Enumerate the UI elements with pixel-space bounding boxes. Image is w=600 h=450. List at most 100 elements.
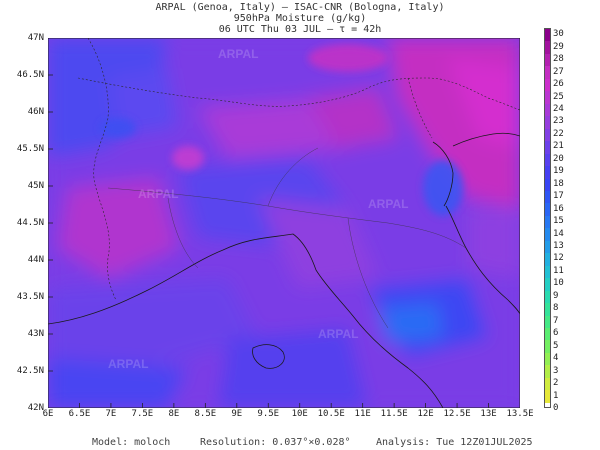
colorbar-step (545, 228, 550, 242)
colorbar-step (545, 215, 550, 229)
lon-tick-label: 12E (417, 409, 434, 419)
watermark-text: ARPAL (368, 197, 408, 211)
colorbar-tick-label: 30 (553, 29, 564, 40)
colorbar-step (545, 265, 550, 279)
colorbar-tick-label: 21 (553, 141, 564, 152)
borders (77, 38, 520, 301)
colorbar-step (545, 66, 550, 80)
colorbar-tick-label: 7 (553, 315, 559, 326)
lon-tick-label: 8.5E (194, 409, 217, 419)
colorbar (544, 28, 551, 408)
lat-tick-label: 47N (27, 33, 44, 43)
colorbar-tick-label: 14 (553, 228, 564, 239)
colorbar-step (545, 290, 550, 304)
colorbar-tick-label: 19 (553, 166, 564, 177)
colorbar-tick-label: 9 (553, 290, 559, 301)
lat-tick-label: 45N (27, 181, 44, 191)
watermark-text: ARPAL (108, 357, 148, 371)
colorbar-tick-label: 22 (553, 128, 564, 139)
colorbar-step (545, 328, 550, 341)
colorbar-tick-label: 16 (553, 203, 564, 214)
colorbar-tick-label: 8 (553, 303, 559, 314)
colorbar-tick-label: 17 (553, 191, 564, 202)
lon-tick-label: 9E (231, 409, 243, 419)
watermark-text: ARPAL (138, 187, 178, 201)
colorbar-step (545, 303, 550, 317)
header-valid-time: 06 UTC Thu 03 JUL — τ = 42h (218, 24, 382, 35)
lon-tick-label: 7E (105, 409, 117, 419)
colorbar-tick-label: 29 (553, 41, 564, 52)
colorbar-tick-label: 27 (553, 66, 564, 77)
footer-model: Model: moloch (92, 437, 171, 448)
lat-tick-label: 46N (27, 107, 44, 117)
lat-tick-label: 42N (27, 403, 44, 413)
colorbar-step (545, 41, 550, 55)
colorbar-step (545, 78, 550, 92)
colorbar-tick-label: 6 (553, 328, 559, 339)
lat-tick-label: 43.5N (16, 292, 44, 302)
coastlines (48, 132, 520, 408)
header-variable: 950hPa Moisture (g/kg) (233, 13, 367, 24)
colorbar-step (545, 390, 550, 404)
lon-tick-label: 10E (291, 409, 308, 419)
lon-tick-label: 12.5E (443, 409, 471, 419)
colorbar-tick-label: 4 (553, 353, 559, 364)
lat-tick-label: 44.5N (16, 218, 44, 228)
colorbar-step (545, 278, 550, 292)
colorbar-step (545, 352, 550, 366)
watermark-text: ARPAL (218, 47, 258, 61)
colorbar-tick-label: 25 (553, 91, 564, 102)
lon-tick-label: 11E (354, 409, 371, 419)
footer-resolution: Resolution: 0.037°×0.028° (200, 437, 351, 448)
lat-tick-label: 45.5N (16, 144, 44, 154)
lon-tick-label: 7.5E (131, 409, 154, 419)
colorbar-tick-label: 1 (553, 390, 559, 401)
colorbar-tick-label: 3 (553, 365, 559, 376)
colorbar-tick-label: 20 (553, 153, 564, 164)
colorbar-tick-label: 28 (553, 54, 564, 65)
colorbar-step (545, 203, 550, 217)
colorbar-step (545, 53, 550, 67)
lat-tick-label: 42.5N (16, 366, 44, 376)
colorbar-step (545, 190, 550, 204)
colorbar-step (545, 116, 550, 130)
lon-tick-label: 9.5E (257, 409, 280, 419)
colorbar-step (545, 29, 550, 42)
regional-boundaries (107, 147, 467, 329)
colorbar-tick-label: 18 (553, 178, 564, 189)
lon-tick-label: 6E (42, 409, 54, 419)
colorbar-tick-label: 15 (553, 216, 564, 227)
colorbar-step (545, 166, 550, 179)
colorbar-step (545, 365, 550, 379)
colorbar-tick-label: 11 (553, 265, 564, 276)
colorbar-step (545, 377, 550, 391)
lon-tick-label: 8E (168, 409, 180, 419)
colorbar-tick-label: 0 (553, 403, 559, 413)
lat-tick-label: 46.5N (16, 70, 44, 80)
lon-tick-label: 10.5E (317, 409, 345, 419)
colorbar-step (545, 340, 550, 354)
moisture-map: ARPAL ARPAL ARPAL ARPAL ARPAL (48, 38, 520, 408)
colorbar-tick-label: 24 (553, 103, 564, 114)
colorbar-tick-label: 5 (553, 340, 559, 351)
lat-tick-label: 44N (27, 255, 44, 265)
colorbar-step (545, 153, 550, 167)
colorbar-tick-label: 13 (553, 241, 564, 252)
colorbar-step (545, 103, 550, 117)
lon-tick-label: 13E (480, 409, 497, 419)
colorbar-step (545, 178, 550, 192)
moisture-field (48, 38, 520, 408)
lon-tick-label: 6.5E (68, 409, 91, 419)
lon-tick-label: 11.5E (380, 409, 408, 419)
header-source: ARPAL (Genoa, Italy) — ISAC-CNR (Bologna… (155, 2, 445, 13)
lat-tick-label: 43N (27, 329, 44, 339)
colorbar-step (545, 253, 550, 267)
lon-tick-label: 13.5E (506, 409, 534, 419)
colorbar-tick-label: 10 (553, 278, 564, 289)
colorbar-step (545, 141, 550, 155)
footer-analysis: Analysis: Tue 12Z01JUL2025 (376, 437, 533, 448)
colorbar-tick-label: 12 (553, 253, 564, 264)
colorbar-step (545, 315, 550, 329)
colorbar-tick-label: 26 (553, 79, 564, 90)
colorbar-tick-label: 23 (553, 116, 564, 127)
